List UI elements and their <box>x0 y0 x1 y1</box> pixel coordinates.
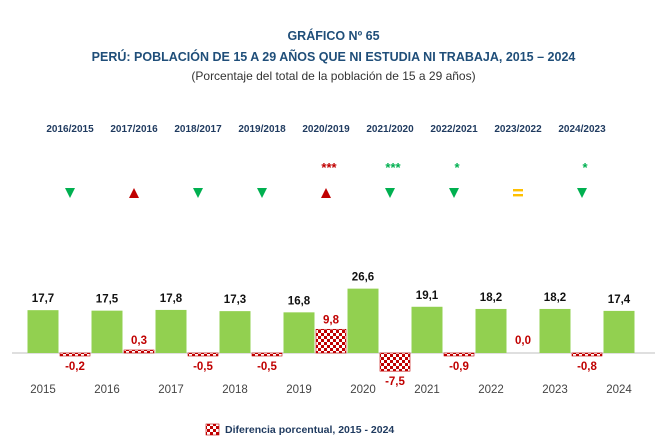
trend-down-icon <box>577 188 587 198</box>
bar-2020 <box>347 288 379 353</box>
x-tick-label: 2018 <box>222 384 248 396</box>
diff-bar <box>59 352 91 357</box>
period-label: 2024/2023 <box>558 124 606 135</box>
bar-2023 <box>539 308 571 353</box>
diff-bar <box>443 352 475 357</box>
bar-value-label: 26,6 <box>352 272 374 284</box>
bar-value-label: 17,4 <box>608 294 631 306</box>
diff-value-label: -0,8 <box>577 361 597 373</box>
bar-value-label: 17,7 <box>32 293 54 305</box>
bar-2015 <box>27 310 59 353</box>
x-tick-label: 2019 <box>286 384 312 396</box>
bar-2017 <box>155 309 187 353</box>
diff-bar <box>123 349 155 354</box>
diff-value-label: -0,5 <box>257 361 277 373</box>
chart-number: GRÁFICO Nº 65 <box>287 29 380 43</box>
x-tick-label: 2016 <box>94 384 120 396</box>
x-tick-label: 2021 <box>414 384 440 396</box>
diff-value-label: 0,0 <box>515 335 531 347</box>
diff-value-label: -0,9 <box>449 361 469 373</box>
bar-value-label: 18,2 <box>480 292 502 304</box>
period-label: 2023/2022 <box>494 124 542 135</box>
bar-2022 <box>475 308 507 353</box>
x-tick-label: 2024 <box>606 384 632 396</box>
diff-value-label: 0,3 <box>131 335 147 347</box>
bar-2021 <box>411 306 443 353</box>
bar-2024 <box>603 310 635 353</box>
trend-up-icon <box>129 188 139 198</box>
bar-value-label: 17,3 <box>224 294 246 306</box>
diff-value-label: -0,2 <box>65 361 85 373</box>
x-tick-label: 2023 <box>542 384 568 396</box>
period-label: 2021/2020 <box>366 124 414 135</box>
bar-2019 <box>283 312 315 353</box>
bar-value-label: 17,8 <box>160 293 183 305</box>
diff-value-label: -7,5 <box>385 376 405 388</box>
trend-down-icon <box>65 188 75 198</box>
bar-2016 <box>91 310 123 353</box>
bar-value-label: 18,2 <box>544 292 566 304</box>
bar-value-label: 19,1 <box>416 290 439 302</box>
legend-swatch <box>205 423 220 436</box>
diff-bar <box>187 352 219 357</box>
x-tick-label: 2020 <box>350 384 376 396</box>
diff-value-label: 9,8 <box>323 314 340 326</box>
significance-marker: * <box>582 160 588 175</box>
bar-value-label: 16,8 <box>288 295 311 307</box>
trend-equal-icon <box>513 189 523 192</box>
x-tick-label: 2017 <box>158 384 184 396</box>
diff-bar <box>251 352 283 357</box>
chart-subtitle: (Porcentaje del total de la población de… <box>191 69 476 83</box>
legend-label: Diferencia porcentual, 2015 - 2024 <box>225 424 394 436</box>
significance-marker: *** <box>321 160 337 175</box>
bar-value-label: 17,5 <box>96 294 119 306</box>
diff-bar <box>571 352 603 357</box>
trend-down-icon <box>257 188 267 198</box>
period-label: 2018/2017 <box>174 124 222 135</box>
period-label: 2020/2019 <box>302 124 350 135</box>
bar-2018 <box>219 311 251 353</box>
trend-down-icon <box>449 188 459 198</box>
diff-value-label: -0,5 <box>193 361 213 373</box>
period-label: 2016/2015 <box>46 124 94 135</box>
x-tick-label: 2015 <box>30 384 56 396</box>
significance-marker: * <box>454 160 460 175</box>
diff-bar <box>379 352 411 372</box>
period-label: 2017/2016 <box>110 124 158 135</box>
trend-equal-icon <box>513 194 523 197</box>
chart-title: PERÚ: POBLACIÓN DE 15 A 29 AÑOS QUE NI E… <box>91 50 576 64</box>
trend-down-icon <box>193 188 203 198</box>
trend-down-icon <box>385 188 395 198</box>
significance-marker: *** <box>385 160 401 175</box>
period-label: 2019/2018 <box>238 124 286 135</box>
x-tick-label: 2022 <box>478 384 504 396</box>
diff-bar <box>315 328 347 354</box>
trend-up-icon <box>321 188 331 198</box>
period-label: 2022/2021 <box>430 124 478 135</box>
